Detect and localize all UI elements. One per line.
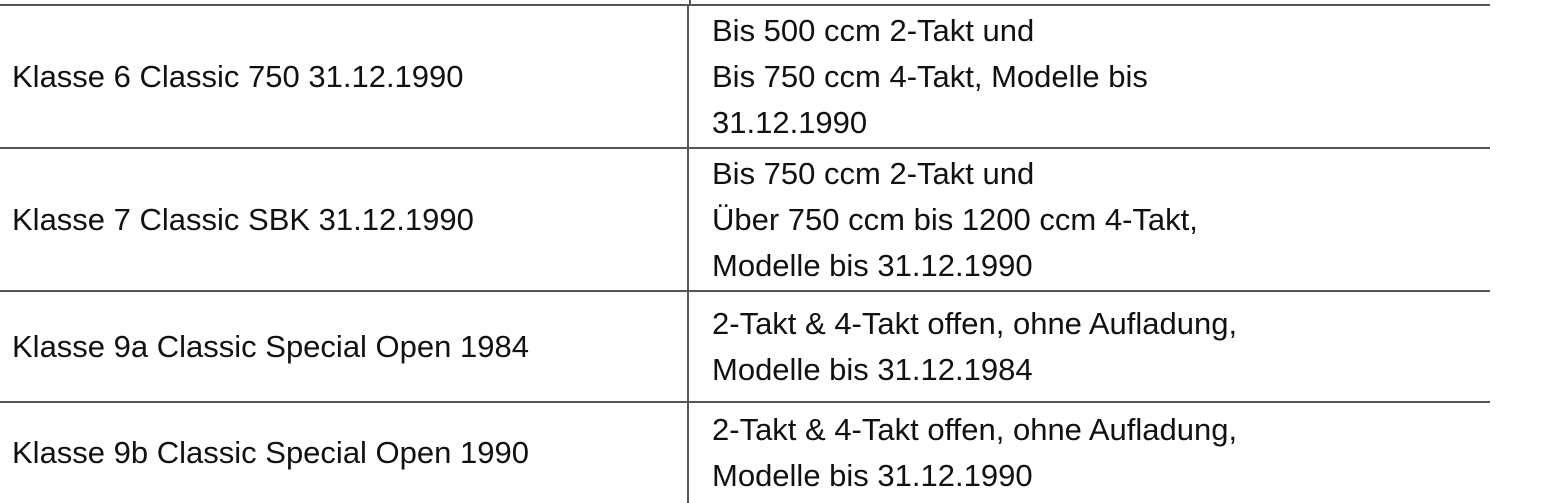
description-cell: Bis 500 ccm 2-Takt und Bis 750 ccm 4-Tak… bbox=[689, 6, 1148, 147]
description-line: Modelle bis 31.12.1984 bbox=[712, 351, 1033, 387]
table-row: Klasse 9b Classic Special Open 1990 2-Ta… bbox=[0, 401, 1490, 503]
table-row: Klasse 6 Classic 750 31.12.1990 Bis 500 … bbox=[0, 4, 1490, 147]
description-line: Bis 750 ccm 2-Takt und bbox=[712, 155, 1035, 191]
description-cell: 2-Takt & 4-Takt offen, ohne Aufladung, M… bbox=[689, 292, 1237, 401]
description-cell: Bis 750 ccm 2-Takt und Über 750 ccm bis … bbox=[689, 149, 1198, 290]
table-row: Klasse 7 Classic SBK 31.12.1990 Bis 750 … bbox=[0, 147, 1490, 290]
class-name-cell: Klasse 6 Classic 750 31.12.1990 bbox=[0, 6, 689, 147]
table-row: Klasse 9a Classic Special Open 1984 2-Ta… bbox=[0, 290, 1490, 401]
column-divider-stub bbox=[689, 0, 691, 4]
class-name-cell: Klasse 7 Classic SBK 31.12.1990 bbox=[0, 149, 689, 290]
description-line: Über 750 ccm bis 1200 ccm 4-Takt, bbox=[712, 201, 1198, 237]
description-line: Bis 500 ccm 2-Takt und bbox=[712, 12, 1035, 48]
description-line: Modelle bis 31.12.1990 bbox=[712, 247, 1033, 283]
description-line: 2-Takt & 4-Takt offen, ohne Aufladung, bbox=[712, 305, 1238, 341]
description-line: Bis 750 ccm 4-Takt, Modelle bis bbox=[712, 58, 1148, 94]
description-cell: 2-Takt & 4-Takt offen, ohne Aufladung, M… bbox=[689, 403, 1237, 503]
description-line: 2-Takt & 4-Takt offen, ohne Aufladung, bbox=[712, 412, 1238, 447]
class-name-cell: Klasse 9a Classic Special Open 1984 bbox=[0, 292, 689, 401]
class-table: Klasse 6 Classic 750 31.12.1990 Bis 500 … bbox=[0, 4, 1490, 503]
description-line: 31.12.1990 bbox=[712, 104, 868, 140]
description-line: Modelle bis 31.12.1990 bbox=[712, 458, 1033, 493]
class-name-cell: Klasse 9b Classic Special Open 1990 bbox=[0, 403, 689, 503]
